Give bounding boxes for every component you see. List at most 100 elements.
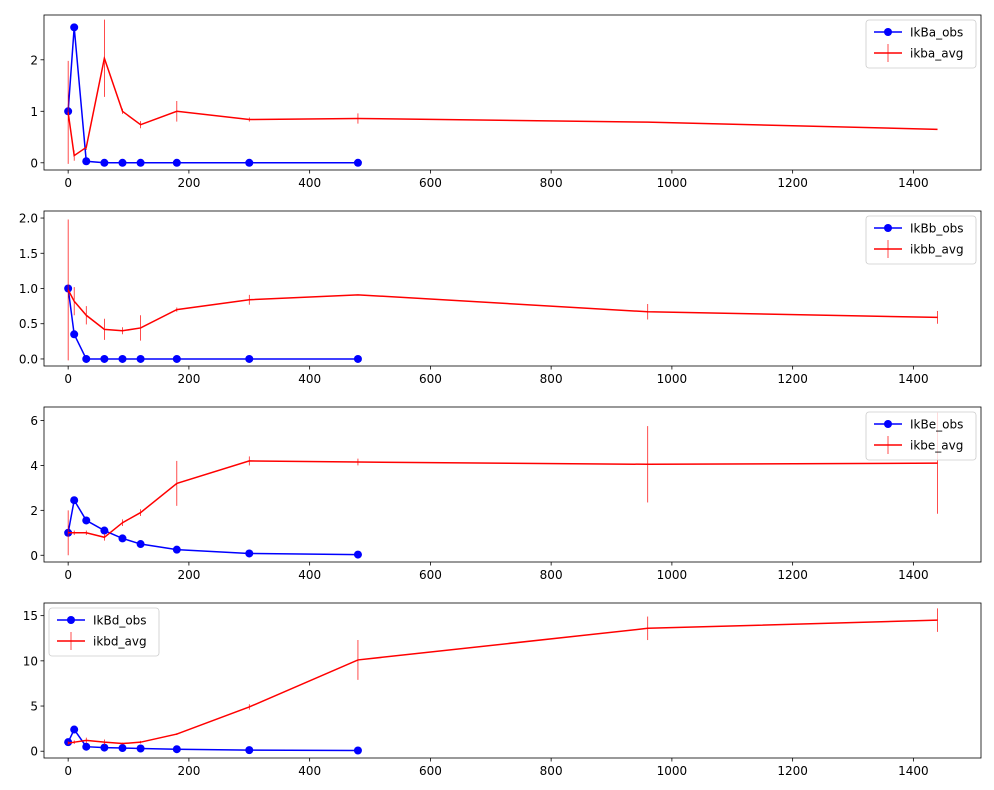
x-tick-label: 200 — [177, 568, 200, 582]
series-line-ikbd_avg — [68, 619, 938, 745]
y-tick-label: 6 — [30, 414, 38, 428]
data-point-IkBa_obs — [245, 158, 254, 167]
legend-marker — [884, 28, 892, 36]
x-tick-label: 200 — [177, 176, 200, 190]
x-tick-label: 600 — [419, 372, 442, 386]
x-tick-label: 1000 — [657, 176, 688, 190]
subplot-3: 0 200 400 600 800 1000 1200 1400 0 2 4 6 IkBe_obsikb… — [30, 406, 982, 582]
y-tick-label: 1.5 — [19, 247, 38, 261]
x-tick-label: 400 — [298, 176, 321, 190]
x-tick-label: 0 — [64, 372, 72, 386]
y-tick-label: 0.5 — [19, 317, 38, 331]
data-point-IkBa_obs — [70, 23, 79, 32]
x-tick-label: 800 — [540, 568, 563, 582]
data-point-IkBd_obs — [82, 742, 91, 751]
y-tick-label: 15 — [23, 609, 38, 623]
legend-label: ikba_avg — [910, 47, 963, 61]
data-point-IkBe_obs — [118, 534, 127, 543]
data-point-IkBa_obs — [172, 158, 181, 167]
y-tick-label: 1 — [30, 105, 38, 119]
x-tick-label: 1400 — [898, 176, 929, 190]
data-point-IkBb_obs — [100, 354, 109, 363]
y-tick-label: 2.0 — [19, 212, 38, 226]
x-tick-label: 600 — [419, 568, 442, 582]
x-tick-label: 400 — [298, 764, 321, 778]
series-line-ikba_avg — [67, 55, 938, 157]
data-point-IkBb_obs — [245, 354, 254, 363]
x-tick-label: 400 — [298, 372, 321, 386]
series-line-IkBe_obs — [67, 498, 358, 556]
x-tick-label: 0 — [64, 176, 72, 190]
series-line-ikbb_avg — [67, 289, 938, 332]
x-tick-label: 800 — [540, 764, 563, 778]
y-tick-label: 0 — [30, 156, 38, 170]
data-point-IkBe_obs — [82, 516, 91, 525]
x-tick-label: 1200 — [777, 764, 808, 778]
legend-label: IkBe_obs — [910, 418, 963, 432]
axes-frame — [43, 210, 982, 367]
subplot-1: 0 200 400 600 800 1000 1200 1400 0 1 2 IkBa_obsikba… — [30, 14, 982, 190]
plot-area — [64, 412, 938, 559]
y-tick-label: 0 — [30, 549, 38, 563]
plot-area — [64, 219, 938, 363]
y-tick-label: 1.0 — [19, 282, 38, 296]
plot-area — [64, 608, 938, 755]
legend-label: ikbd_avg — [93, 635, 147, 649]
subplot-2: 0 200 400 600 800 1000 1200 1400 0.0 0.5 1.0 1.5 2.0… — [19, 210, 982, 386]
y-tick-label: 2 — [30, 53, 38, 67]
x-tick-label: 1400 — [898, 568, 929, 582]
plot-area — [64, 19, 938, 167]
series-line-IkBa_obs — [67, 27, 358, 164]
subplot-4: 0 200 400 600 800 1000 1200 1400 0 5 10 15 IkBd_obsi… — [23, 602, 982, 778]
legend: IkBe_obs ikbe_avg — [865, 411, 977, 461]
data-point-IkBb_obs — [353, 354, 362, 363]
data-point-IkBe_obs — [136, 540, 145, 549]
series-line-IkBd_obs — [67, 728, 358, 752]
legend: IkBd_obs ikbd_avg — [48, 607, 160, 657]
data-point-IkBd_obs — [100, 743, 109, 752]
data-point-IkBe_obs — [100, 526, 109, 535]
x-tick-label: 1000 — [657, 764, 688, 778]
legend-label: IkBa_obs — [910, 26, 963, 40]
x-tick-label: 1400 — [898, 764, 929, 778]
legend-marker — [67, 616, 75, 624]
y-tick-label: 0.0 — [19, 352, 38, 366]
data-point-IkBd_obs — [245, 746, 254, 755]
x-tick-label: 1200 — [777, 568, 808, 582]
x-tick-label: 1000 — [657, 372, 688, 386]
y-tick-label: 10 — [23, 654, 38, 668]
y-tick-label: 2 — [30, 504, 38, 518]
x-tick-label: 1400 — [898, 372, 929, 386]
legend-label: IkBd_obs — [93, 614, 147, 628]
data-point-IkBe_obs — [353, 550, 362, 559]
x-tick-label: 0 — [64, 568, 72, 582]
data-point-IkBd_obs — [136, 744, 145, 753]
x-tick-label: 800 — [540, 176, 563, 190]
data-point-IkBb_obs — [82, 354, 91, 363]
series-line-IkBb_obs — [67, 288, 358, 360]
x-tick-label: 800 — [540, 372, 563, 386]
data-point-IkBe_obs — [172, 545, 181, 554]
data-point-IkBa_obs — [136, 158, 145, 167]
x-tick-label: 0 — [64, 764, 72, 778]
x-tick-label: 1000 — [657, 568, 688, 582]
legend-label: ikbb_avg — [910, 243, 964, 257]
x-tick-label: 200 — [177, 372, 200, 386]
data-point-IkBb_obs — [70, 330, 79, 339]
legend-label: IkBb_obs — [910, 222, 964, 236]
legend-label: ikbe_avg — [910, 439, 963, 453]
legend-marker — [884, 224, 892, 232]
data-point-IkBa_obs — [118, 158, 127, 167]
x-tick-label: 600 — [419, 176, 442, 190]
data-point-IkBb_obs — [172, 354, 181, 363]
data-point-IkBd_obs — [70, 725, 79, 734]
y-tick-label: 5 — [30, 700, 38, 714]
legend: IkBb_obs ikbb_avg — [865, 215, 977, 265]
legend-marker — [884, 420, 892, 428]
data-point-IkBb_obs — [136, 354, 145, 363]
data-point-IkBa_obs — [353, 158, 362, 167]
x-tick-label: 200 — [177, 764, 200, 778]
legend: IkBa_obs ikba_avg — [865, 19, 977, 69]
x-tick-label: 400 — [298, 568, 321, 582]
